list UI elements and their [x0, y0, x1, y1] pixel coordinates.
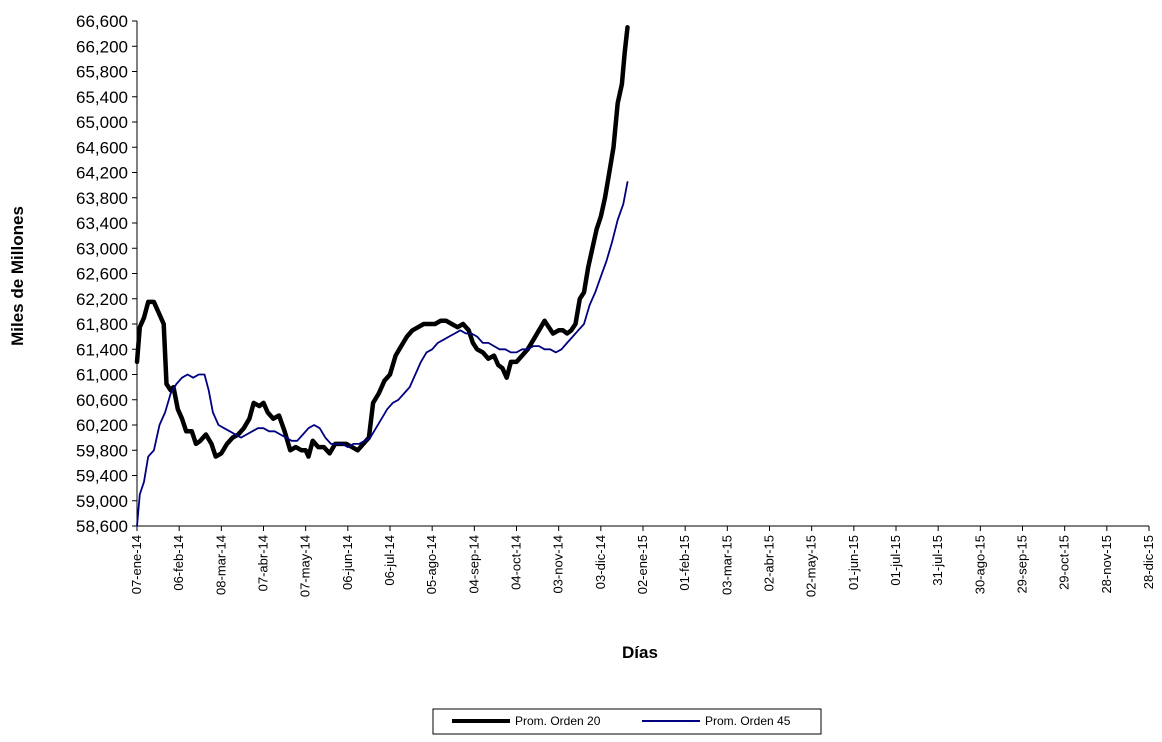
y-tick-label: 63,000	[76, 239, 128, 258]
x-tick-label: 03-nov-14	[551, 535, 566, 594]
y-tick-label: 61,800	[76, 315, 128, 334]
y-tick-label: 60,600	[76, 391, 128, 410]
x-tick-label: 03-mar-15	[719, 535, 734, 595]
x-tick-label: 28-nov-15	[1099, 535, 1114, 594]
x-tick-label: 06-jun-14	[340, 535, 355, 590]
y-tick-label: 59,800	[76, 441, 128, 460]
legend-label-orden-20: Prom. Orden 20	[515, 714, 601, 728]
x-tick-label: 07-ene-14	[129, 535, 144, 594]
y-tick-label: 66,200	[76, 37, 128, 56]
x-tick-label: 04-sep-14	[466, 535, 481, 594]
y-tick-label: 63,400	[76, 214, 128, 233]
y-tick-label: 59,000	[76, 492, 128, 511]
legend-label-orden-45: Prom. Orden 45	[705, 714, 791, 728]
x-tick-label: 01-jul-15	[888, 535, 903, 586]
x-axis-title: Días	[622, 643, 658, 662]
series-line-orden-45	[136, 181, 629, 527]
y-tick-label: 59,400	[76, 467, 128, 486]
y-axis-title: Miles de Millones	[8, 206, 27, 346]
x-tick-label: 03-dic-14	[593, 535, 608, 589]
x-tick-label: 29-sep-15	[1015, 535, 1030, 594]
x-tick-label: 01-feb-15	[677, 535, 692, 591]
x-tick-label: 07-abr-14	[256, 535, 271, 591]
y-tick-label: 60,200	[76, 416, 128, 435]
y-tick-label: 65,800	[76, 63, 128, 82]
x-tick-label: 02-ene-15	[635, 535, 650, 594]
x-tick-label: 05-ago-14	[424, 535, 439, 594]
x-tick-label: 04-oct-14	[509, 535, 524, 590]
x-tick-label: 02-may-15	[804, 535, 819, 597]
y-tick-label: 62,600	[76, 265, 128, 284]
x-tick-label: 28-dic-15	[1141, 535, 1156, 589]
y-tick-label: 62,200	[76, 290, 128, 309]
x-tick-label: 07-may-14	[298, 535, 313, 597]
x-tick-label: 01-jun-15	[846, 535, 861, 590]
x-tick-label: 06-feb-14	[171, 535, 186, 591]
series-layer	[134, 25, 630, 527]
series-line-orden-20	[134, 25, 630, 459]
x-tick-label: 02-abr-15	[762, 535, 777, 591]
legend: Prom. Orden 20 Prom. Orden 45	[432, 708, 822, 735]
x-tick-label: 31-jul-15	[930, 535, 945, 586]
y-tick-label: 64,600	[76, 138, 128, 157]
y-tick-label: 65,000	[76, 113, 128, 132]
y-axis-ticks: 58,600 59,000 59,400 59,800 60,200 60,600 61,0…	[76, 12, 137, 536]
x-axis-ticks: 07-ene-14 06-feb-14 08-mar-14 07-abr-14 07-m…	[129, 526, 1156, 597]
y-tick-label: 66,600	[76, 12, 128, 31]
y-tick-label: 64,200	[76, 164, 128, 183]
y-tick-label: 65,400	[76, 88, 128, 107]
y-tick-label: 61,400	[76, 340, 128, 359]
y-tick-label: 58,600	[76, 517, 128, 536]
y-tick-label: 61,000	[76, 366, 128, 385]
x-tick-label: 08-mar-14	[213, 535, 228, 595]
x-tick-label: 30-ago-15	[972, 535, 987, 594]
x-tick-label: 29-oct-15	[1057, 535, 1072, 590]
y-tick-label: 63,800	[76, 189, 128, 208]
x-tick-label: 06-jul-14	[382, 535, 397, 586]
